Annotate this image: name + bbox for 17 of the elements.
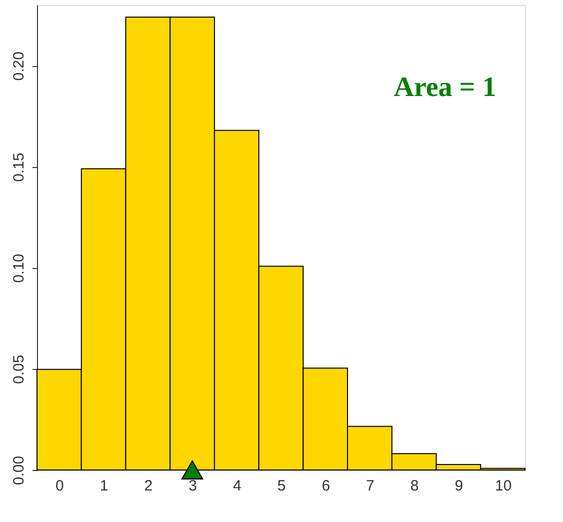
x-tick-label: 2 [144, 478, 153, 494]
x-tick-label: 7 [366, 478, 374, 494]
x-tick-label: 1 [100, 478, 108, 494]
x-tick-label: 6 [322, 478, 330, 494]
x-tick-label: 3 [188, 478, 197, 494]
y-tick-label: 0.10 [10, 254, 28, 283]
x-tick-label: 8 [410, 478, 419, 494]
annotation: Area = 1 [394, 72, 496, 103]
x-tick-label: 5 [277, 478, 286, 494]
y-tick-label: 0.20 [10, 52, 28, 81]
y-tick-label: 0.05 [10, 354, 28, 384]
y-tick-label: 0.15 [10, 152, 28, 182]
x-tick-label: 0 [56, 478, 64, 494]
y-tick-label: 0.00 [10, 456, 28, 486]
x-tick-label: 4 [232, 478, 242, 494]
x-tick-label: 9 [454, 478, 464, 494]
x-tick-label: 10 [494, 478, 512, 494]
